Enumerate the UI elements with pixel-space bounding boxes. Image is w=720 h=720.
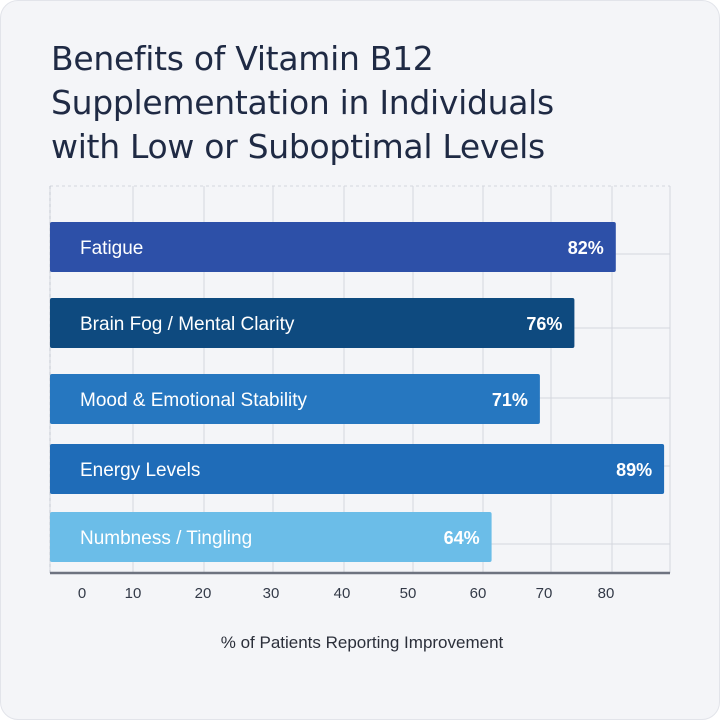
bars: Fatigue 82% Brain Fog / Mental Clarity 76% M… xyxy=(50,222,665,562)
bar-group: Brain Fog / Mental Clarity 76% xyxy=(50,298,575,348)
bar-category-label: Energy Levels xyxy=(80,460,200,481)
bar-group: Numbness / Tingling 64% xyxy=(50,512,492,562)
bar xyxy=(50,222,616,272)
bar xyxy=(50,444,665,494)
bar-category-label: Fatigue xyxy=(80,238,143,259)
chart-title-line-1: Benefits of Vitamin B12 xyxy=(51,39,434,78)
bar-category-label: Numbness / Tingling xyxy=(80,528,252,549)
bar-group: Mood & Emotional Stability 71% xyxy=(50,374,540,424)
bar-value-label: 76% xyxy=(526,314,562,334)
x-axis-label: % of Patients Reporting Improvement xyxy=(221,633,504,652)
chart-title-line-3: with Low or Suboptimal Levels xyxy=(51,127,545,166)
bar-group: Fatigue 82% xyxy=(50,222,616,272)
x-tick-label: 20 xyxy=(195,585,212,602)
bar-category-label: Mood & Emotional Stability xyxy=(80,390,308,411)
bar-value-label: 71% xyxy=(492,390,528,410)
chart-title-line-2: Supplementation in Individuals xyxy=(51,83,554,122)
bar-value-label: 82% xyxy=(568,238,604,258)
bar-value-label: 64% xyxy=(444,528,480,548)
bar-category-label: Brain Fog / Mental Clarity xyxy=(80,314,295,335)
x-axis: 0 10 20 30 40 50 60 70 80 xyxy=(50,571,670,602)
x-tick-label: 0 xyxy=(78,585,86,602)
chart-title: Benefits of Vitamin B12 Supplementation … xyxy=(51,37,691,169)
x-tick-label: 10 xyxy=(125,585,142,602)
x-tick-label: 30 xyxy=(263,585,280,602)
bar-group: Energy Levels 89% xyxy=(50,444,665,494)
x-tick-label: 70 xyxy=(536,585,553,602)
bar xyxy=(50,512,492,562)
x-tick-label: 80 xyxy=(598,585,615,602)
x-tick-label: 50 xyxy=(400,585,417,602)
bar xyxy=(50,298,575,348)
bar xyxy=(50,374,540,424)
x-tick-label: 40 xyxy=(334,585,351,602)
x-tick-label: 60 xyxy=(470,585,487,602)
bar-value-label: 89% xyxy=(616,460,652,480)
